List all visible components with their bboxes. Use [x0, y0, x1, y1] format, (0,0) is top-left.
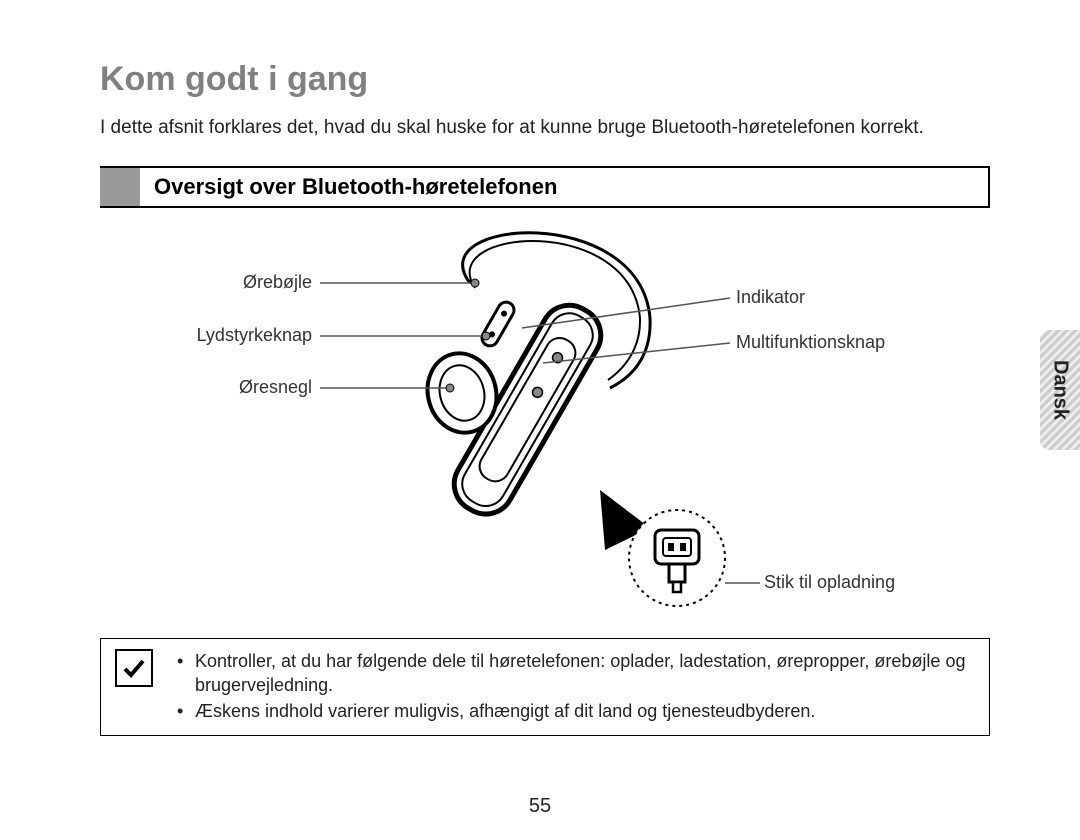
label-indicator: Indikator: [736, 287, 805, 308]
section-header: Oversigt over Bluetooth-høretelefonen: [100, 166, 990, 208]
language-tab-label: Dansk: [1049, 360, 1072, 420]
label-multifunction: Multifunktionsknap: [736, 332, 885, 353]
section-heading-text: Oversigt over Bluetooth-høretelefonen: [140, 168, 988, 206]
page-number: 55: [0, 795, 1080, 818]
label-earhook: Ørebøjle: [220, 272, 312, 293]
label-charging: Stik til opladning: [764, 572, 895, 593]
info-item: Æskens indhold varierer muligvis, afhæng…: [177, 699, 975, 723]
check-icon: [115, 649, 153, 687]
section-accent: [100, 168, 140, 206]
page-title: Kom godt i gang: [100, 60, 990, 99]
info-box: Kontroller, at du har følgende dele til …: [100, 638, 990, 737]
info-list: Kontroller, at du har følgende dele til …: [177, 649, 975, 726]
diagram-area: Ørebøjle Lydstyrkeknap Øresnegl Indikato…: [100, 228, 990, 628]
label-earbud: Øresnegl: [220, 377, 312, 398]
intro-text: I dette afsnit forklares det, hvad du sk…: [100, 115, 990, 142]
info-item: Kontroller, at du har følgende dele til …: [177, 649, 975, 698]
language-tab: Dansk: [1040, 330, 1080, 450]
label-volume: Lydstyrkeknap: [170, 325, 312, 346]
